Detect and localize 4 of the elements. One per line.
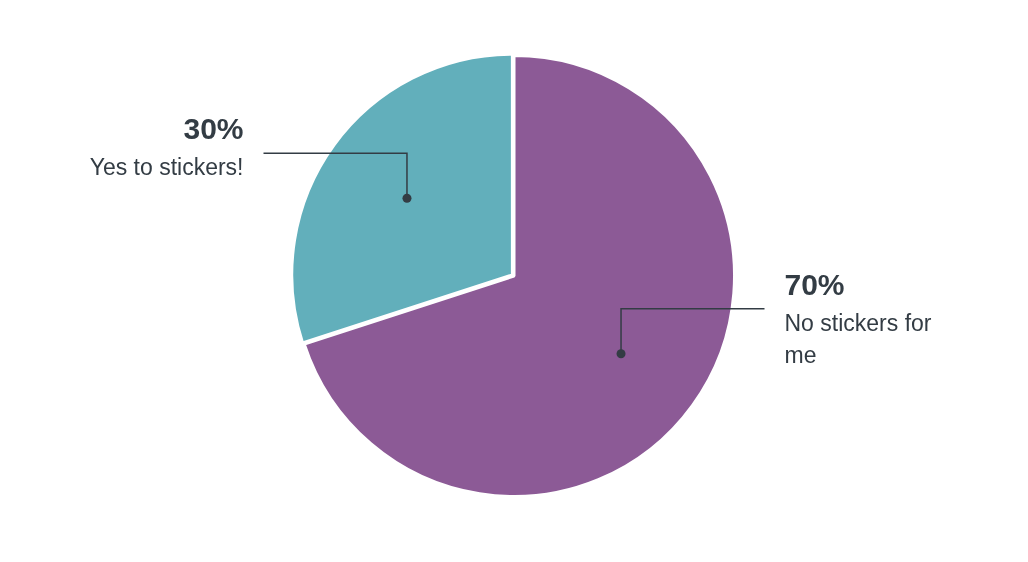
- data-label: 70%: [784, 267, 845, 301]
- slice-label: Yes to stickers!: [89, 154, 244, 181]
- slice-label: No stickers for me: [784, 309, 932, 368]
- data-label: 30%: [183, 112, 244, 146]
